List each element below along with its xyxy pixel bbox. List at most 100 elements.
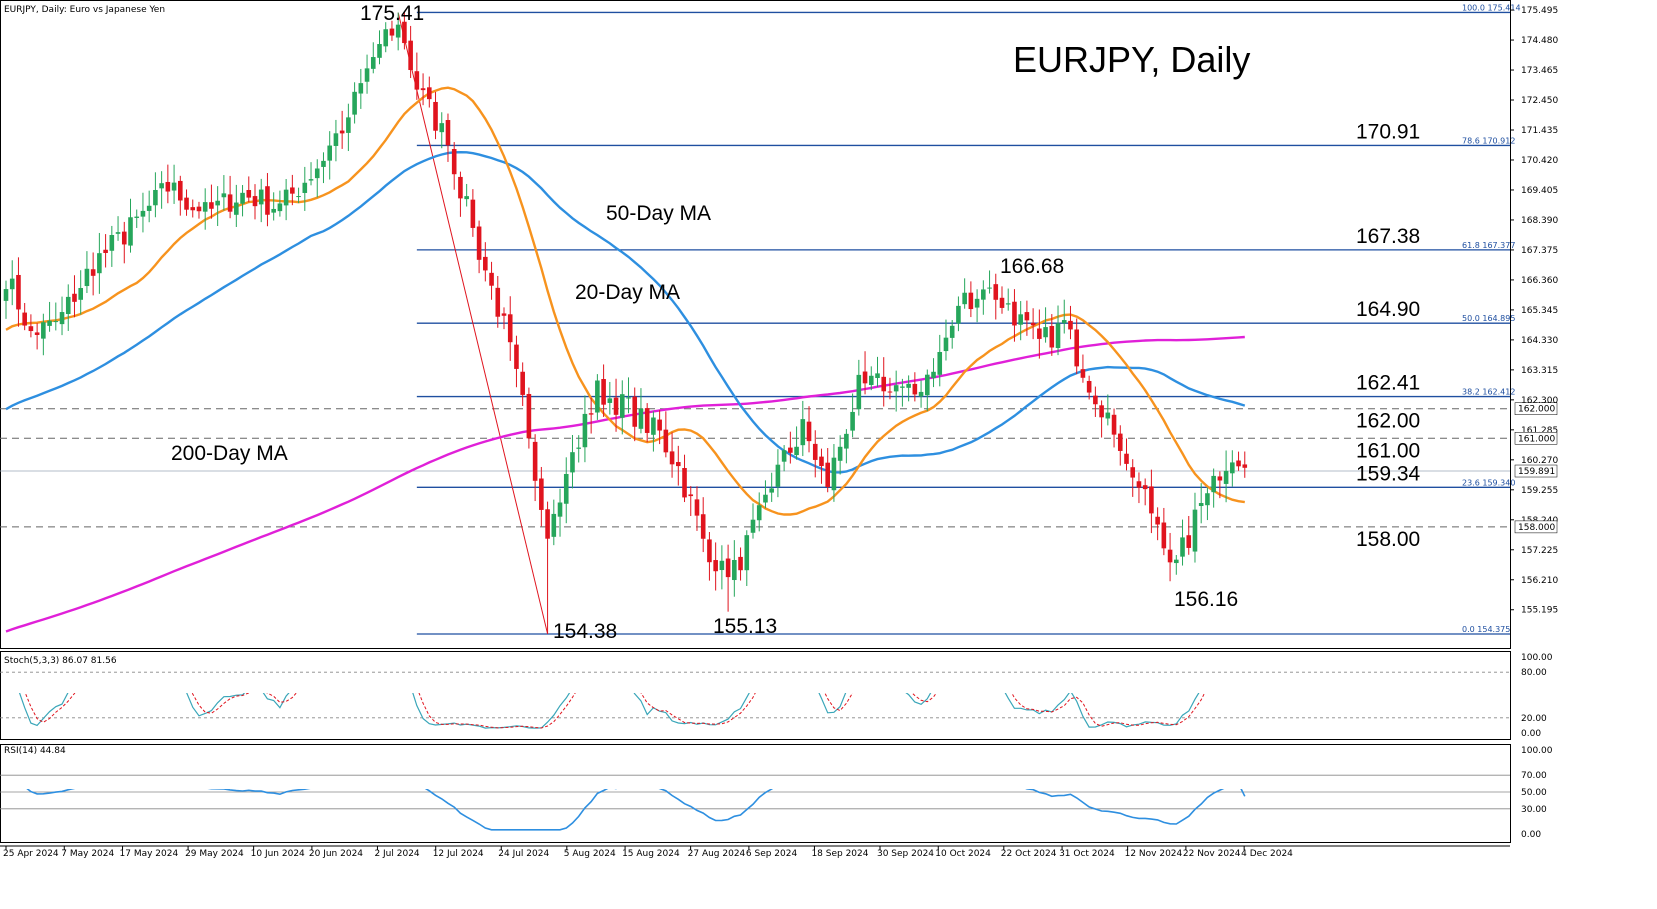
- candle-body: [265, 186, 270, 215]
- x-tick-label: 22 Oct 2024: [1001, 849, 1057, 859]
- candle-body: [1030, 322, 1036, 326]
- ma20-line: [5, 86, 1245, 516]
- candle-body: [918, 391, 924, 397]
- stoch-lines: [18, 693, 1206, 729]
- candle-body: [1186, 535, 1192, 548]
- x-tick-label: 7 May 2024: [61, 849, 114, 859]
- candle-body: [302, 182, 308, 193]
- candle-body: [1117, 433, 1123, 451]
- candle-body: [1093, 395, 1098, 405]
- candle-body: [97, 253, 102, 274]
- ma200-label: 200-Day MA: [171, 442, 288, 465]
- rsi-tick-label: 70.00: [1521, 771, 1547, 781]
- candle-body: [1192, 509, 1198, 552]
- y-tick-label: 159.255: [1521, 486, 1558, 496]
- chart-title: EURJPY, Daily: [1013, 39, 1250, 80]
- candle-body: [844, 433, 849, 449]
- rsi-tick-label: 50.00: [1521, 788, 1547, 798]
- annotation-high: 175.41: [360, 2, 424, 25]
- candle-body: [209, 202, 214, 209]
- ma50-line: [5, 150, 1246, 474]
- candlesticks: [3, 11, 1248, 634]
- y-tick-label: 157.225: [1521, 546, 1558, 556]
- candle-body: [34, 332, 40, 335]
- fib-swing-line: [397, 12, 549, 634]
- candle-body: [576, 447, 581, 449]
- candle-body: [1130, 467, 1136, 478]
- candle-body: [850, 411, 855, 431]
- candle-body: [1236, 460, 1241, 467]
- candle-body: [632, 396, 638, 427]
- candle-body: [90, 269, 96, 276]
- candle-body: [987, 287, 992, 289]
- candle-body: [47, 320, 52, 326]
- candle-body: [974, 298, 980, 308]
- y-tick-label: 175.495: [1521, 6, 1558, 16]
- candle-body: [607, 398, 613, 403]
- candle-body: [358, 83, 364, 94]
- candle-body: [3, 289, 9, 301]
- level-label-159.34: 159.34: [1356, 462, 1421, 485]
- candle-body: [489, 272, 494, 286]
- candle-body: [638, 408, 644, 429]
- rsi-lines: [26, 789, 1246, 831]
- x-tick-label: 10 Jun 2024: [251, 849, 305, 859]
- candle-body: [327, 145, 332, 161]
- candle-body: [1111, 414, 1117, 435]
- candle-body: [1099, 405, 1104, 418]
- candle-body: [657, 419, 662, 431]
- level-label-164.90: 164.90: [1356, 298, 1420, 321]
- candle-body: [1105, 412, 1111, 419]
- x-tick-label: 22 Nov 2024: [1183, 849, 1241, 859]
- stoch-main-line: [18, 693, 1200, 729]
- x-tick-label: 10 Oct 2024: [935, 849, 991, 859]
- candle-body: [800, 419, 806, 446]
- candle-body: [352, 91, 357, 115]
- candle-body: [1242, 464, 1248, 468]
- y-tick-label: 167.375: [1521, 246, 1558, 256]
- y-tick-label: 156.210: [1521, 576, 1558, 586]
- candle-body: [1136, 481, 1142, 488]
- candle-body: [1180, 537, 1185, 557]
- current-price-tag-box: [1514, 464, 1558, 478]
- candle-body: [775, 464, 781, 487]
- candle-body: [682, 468, 687, 498]
- candle-body: [819, 456, 824, 467]
- candle-body: [377, 44, 382, 58]
- candle-body: [115, 232, 121, 234]
- candle-body: [9, 278, 15, 290]
- candle-body: [202, 202, 208, 212]
- candle-body: [159, 183, 164, 189]
- candle-body: [825, 462, 830, 487]
- candle-body: [78, 287, 83, 300]
- candle-body: [595, 380, 600, 413]
- candle-body: [221, 193, 227, 198]
- fib-tag-50.0: 50.0 164.895: [1462, 314, 1515, 323]
- candle-body: [53, 321, 59, 323]
- candle-body: [240, 192, 245, 204]
- candle-body: [402, 21, 407, 44]
- candle-body: [153, 189, 158, 206]
- candle-body: [875, 373, 880, 379]
- y-tick-label: 169.405: [1521, 186, 1558, 196]
- current-price-tag: 159.891: [1518, 467, 1555, 477]
- dashed-tag-161.000-box: [1514, 432, 1558, 445]
- candle-body: [277, 203, 283, 212]
- moving-averages: [5, 86, 1246, 633]
- x-tick-label: 6 Sep 2024: [746, 849, 798, 859]
- candle-body: [1037, 328, 1042, 339]
- ma20-label: 20-Day MA: [575, 281, 680, 304]
- candle-body: [1149, 486, 1154, 514]
- candle-body: [943, 337, 949, 352]
- y-tick-label: 165.345: [1521, 306, 1558, 316]
- candle-body: [750, 519, 756, 533]
- annotation-low-aug: 154.38: [553, 620, 617, 643]
- candle-body: [713, 560, 718, 572]
- candle-body: [881, 376, 887, 392]
- candle-body: [738, 556, 743, 571]
- x-tick-label: 29 May 2024: [185, 849, 244, 859]
- candle-body: [1230, 462, 1235, 474]
- candle-body: [763, 494, 768, 503]
- candle-body: [551, 513, 557, 537]
- candle-body: [370, 57, 376, 69]
